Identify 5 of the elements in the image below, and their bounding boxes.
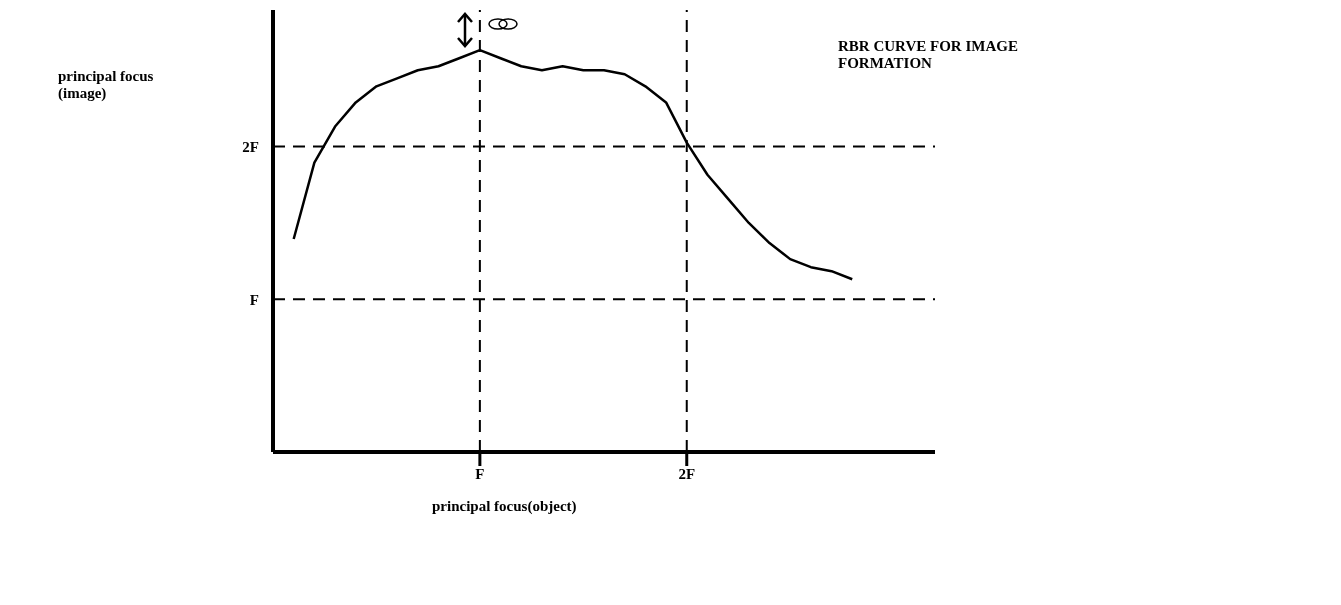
x-axis-title: principal focus(object) bbox=[432, 498, 577, 515]
ref-line-label: 2F bbox=[242, 138, 259, 155]
text: principal focus (image) bbox=[58, 68, 155, 102]
ref-line-label: F bbox=[249, 291, 259, 308]
text: RBR CURVE FOR IMAGE FORMATION bbox=[838, 38, 1019, 72]
